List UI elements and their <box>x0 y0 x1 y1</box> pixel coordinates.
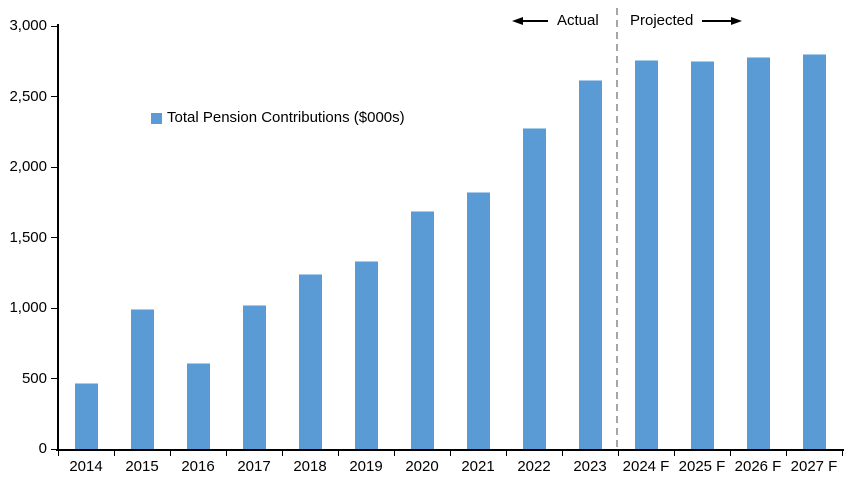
bar-2024-f <box>634 60 658 449</box>
actual-annotation: Actual <box>512 12 599 30</box>
right-arrow-icon <box>702 17 743 25</box>
y-axis-tick <box>51 25 58 27</box>
x-axis-label: 2019 <box>349 458 383 475</box>
x-axis-tick <box>393 450 395 456</box>
y-axis-tick <box>51 96 58 97</box>
actual-projected-divider-line <box>616 8 618 449</box>
actual-label: Actual <box>557 12 599 29</box>
projected-annotation: Projected <box>630 12 743 30</box>
y-axis-line <box>57 24 59 451</box>
x-axis-label: 2023 <box>573 458 607 475</box>
bar-2016 <box>186 363 210 449</box>
x-axis-label: 2026 F <box>734 458 782 475</box>
y-axis-tick <box>51 166 58 168</box>
y-axis-label: 1,000 <box>9 299 47 316</box>
y-axis-tick <box>51 307 58 309</box>
x-axis-tick <box>449 450 451 456</box>
x-axis-tick <box>113 450 115 456</box>
x-axis-tick <box>785 450 787 456</box>
y-axis-tick <box>51 237 58 238</box>
x-axis-label: 2014 <box>69 458 103 475</box>
x-axis-label: 2021 <box>461 458 495 475</box>
x-axis-tick <box>617 450 619 456</box>
bar-2020 <box>410 211 434 449</box>
x-axis-label: 2020 <box>405 458 439 475</box>
x-axis-label: 2017 <box>237 458 271 475</box>
x-axis-tick <box>225 450 227 456</box>
legend-label: Total Pension Contributions ($000s) <box>167 109 405 126</box>
x-axis-tick <box>561 450 563 456</box>
x-axis-label: 2027 F <box>790 458 838 475</box>
x-axis-tick <box>505 450 507 456</box>
x-axis-label: 2016 <box>181 458 215 475</box>
y-axis-label: 500 <box>21 369 47 387</box>
bar-2021 <box>466 192 490 449</box>
y-axis-label: 2,500 <box>9 87 47 105</box>
bar-2017 <box>242 305 266 449</box>
y-axis-label: 2,000 <box>9 158 47 175</box>
bar-2018 <box>298 274 322 449</box>
bar-2025-f <box>690 61 714 449</box>
x-axis-tick <box>673 450 675 456</box>
y-axis-tick <box>51 378 58 379</box>
bar-2026-f <box>746 57 770 449</box>
x-axis-tick <box>57 450 59 456</box>
x-axis-tick <box>729 450 731 456</box>
left-arrow-icon <box>512 17 548 25</box>
bar-2014 <box>74 383 98 449</box>
x-axis-label: 2025 F <box>678 458 726 475</box>
bar-2015 <box>130 309 154 449</box>
x-axis-tick <box>169 450 171 456</box>
x-axis-label: 2022 <box>517 458 551 475</box>
y-axis-label: 3,000 <box>9 17 47 34</box>
x-axis-label: 2024 F <box>622 458 670 475</box>
projected-label: Projected <box>630 12 694 29</box>
x-axis-label: 2015 <box>125 458 159 475</box>
x-axis-label: 2018 <box>293 458 327 475</box>
y-axis-label: 0 <box>38 440 47 457</box>
bar-2027-f <box>802 54 826 449</box>
bar-2019 <box>354 261 378 449</box>
legend-marker-icon <box>151 112 162 124</box>
x-axis-tick <box>281 450 283 456</box>
bar-2022 <box>522 128 546 449</box>
legend: Total Pension Contributions ($000s) <box>151 110 405 126</box>
y-axis-tick <box>51 448 58 450</box>
x-axis-tick <box>337 450 339 456</box>
y-axis-label: 1,500 <box>9 228 47 246</box>
bar-2023 <box>578 80 602 449</box>
x-axis-tick <box>841 450 843 456</box>
